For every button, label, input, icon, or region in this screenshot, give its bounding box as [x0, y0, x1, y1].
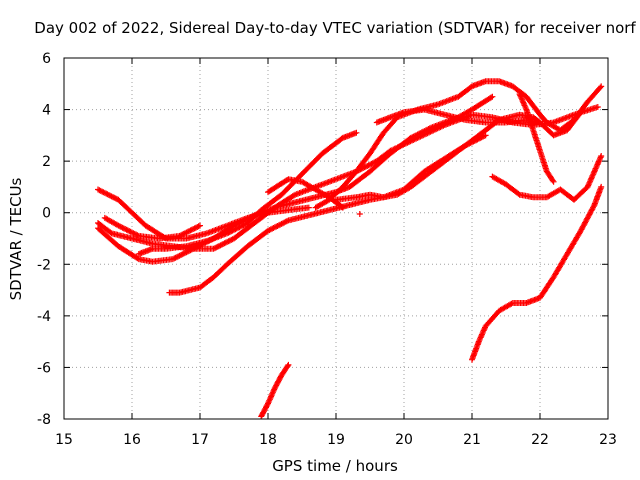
- series-markers: [95, 104, 601, 252]
- x-tick-label: 19: [327, 432, 345, 448]
- series-arc7: [258, 361, 292, 420]
- axis-ticks: [63, 57, 609, 420]
- series-markers: [469, 183, 605, 363]
- y-tick-label: 4: [42, 103, 51, 119]
- series-arc2: [95, 104, 601, 252]
- series-arc11: [356, 211, 363, 217]
- series-markers: [258, 361, 292, 420]
- y-axis-label: SDTVAR / TECUs: [7, 177, 25, 300]
- y-tick-label: 2: [42, 154, 51, 170]
- x-tick-label: 17: [191, 432, 209, 448]
- series-arc15: [469, 183, 605, 363]
- series-markers: [516, 91, 557, 185]
- series-markers: [356, 211, 363, 217]
- y-tick-label: 0: [42, 206, 51, 222]
- y-tick-label: 6: [42, 51, 51, 67]
- series-arc5: [135, 129, 360, 257]
- series-arc12: [373, 106, 584, 139]
- series-arc4: [101, 214, 203, 242]
- series-arc13: [516, 91, 557, 185]
- y-tick-label: -2: [37, 257, 51, 273]
- y-tick-label: -8: [37, 412, 51, 428]
- series-markers: [489, 153, 605, 203]
- series-markers: [166, 132, 489, 296]
- x-tick-label: 21: [463, 432, 481, 448]
- chart-title: Day 002 of 2022, Sidereal Day-to-day VTE…: [34, 19, 636, 37]
- y-tick-label: -4: [37, 309, 51, 325]
- x-tick-labels: 15 16 17 18 19 20 21 22 23: [55, 432, 617, 448]
- x-tick-label: 20: [395, 432, 413, 448]
- x-tick-label: 22: [531, 432, 549, 448]
- series-arc6: [166, 132, 489, 296]
- series-arc14: [489, 153, 605, 203]
- y-tick-label: -6: [37, 360, 51, 376]
- x-tick-label: 23: [599, 432, 617, 448]
- x-tick-label: 16: [123, 432, 141, 448]
- data-series: [95, 78, 605, 420]
- plot-frame: [63, 57, 609, 420]
- series-markers: [135, 129, 360, 257]
- y-tick-labels: -8 -6 -4 -2 0 2 4 6: [37, 51, 51, 428]
- series-markers: [101, 214, 203, 242]
- x-tick-label: 15: [55, 432, 73, 448]
- series-markers: [373, 106, 584, 139]
- x-axis-label: GPS time / hours: [272, 457, 398, 475]
- x-tick-label: 18: [259, 432, 277, 448]
